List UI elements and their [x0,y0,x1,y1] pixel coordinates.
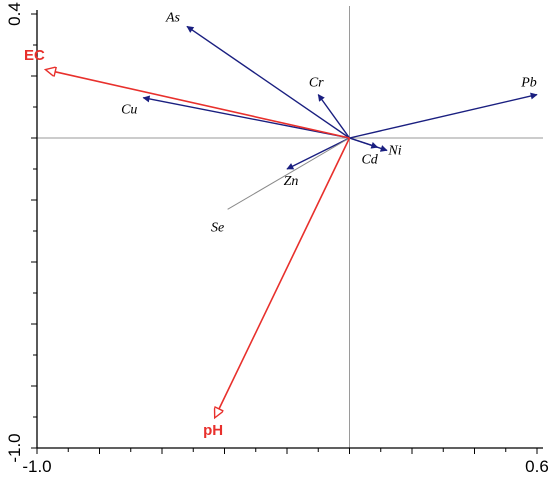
cu-arrow [142,95,350,139]
x-tick-label: -1.0 [22,457,51,476]
cd-label: Cd [361,152,378,167]
se-arrow [227,137,350,210]
ec-arrow [46,70,350,139]
as-label: As [165,10,181,25]
zn-label: Zn [284,174,299,189]
y-tick-label: 0.4 [5,2,24,26]
cu-label: Cu [121,103,137,118]
zn-arrow [286,137,350,170]
ph-label: pH [203,422,223,439]
ni-label: Ni [387,143,401,158]
pb-arrow [349,92,538,139]
se-label: Se [211,220,224,235]
cd-arrow [349,137,379,149]
y-tick-label: -1.0 [5,433,24,462]
pb-label: Pb [520,76,537,91]
ph-arrow [215,137,351,417]
cr-label: Cr [309,76,324,91]
ec-label: EC [24,47,45,64]
as-arrow [186,25,350,139]
x-tick-label: 0.6 [525,457,549,476]
cr-arrow [317,94,351,139]
